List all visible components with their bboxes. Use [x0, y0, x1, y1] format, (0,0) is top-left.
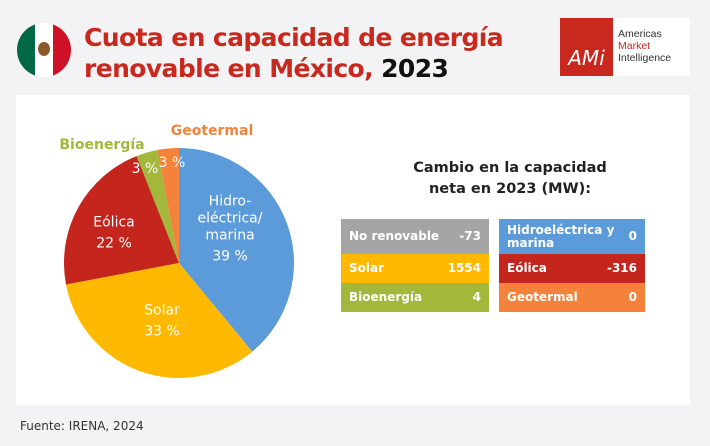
pie-outer-label-3: Bioenergía [59, 137, 144, 153]
table-row-hidroelectrica: Hidroeléctrica y marina 0 [499, 219, 645, 254]
table-row-solar: Solar 1554 [341, 254, 489, 283]
pie-label-0: Hidro-eléctrica/marina 39 % [198, 194, 263, 265]
pie-label-3: 3 % [132, 161, 159, 177]
ami-logo: AMi Americas Market Intelligence [560, 18, 690, 76]
source-note: Fuente: IRENA, 2024 [20, 419, 144, 433]
pie-slice-0 [179, 148, 295, 352]
mexico-flag-icon [17, 23, 71, 77]
table-right: Hidroeléctrica y marina 0 Eólica -316 Geot… [499, 219, 645, 312]
page-title: Cuota en capacidad de energía renovable … [84, 23, 504, 83]
table-row-eolica: Eólica -316 [499, 254, 645, 283]
pie-slice-3 [136, 150, 179, 263]
pie-slice-2 [63, 156, 179, 285]
table-left: No renovable -73 Solar 1554 Bioenergía 4 [341, 219, 489, 312]
pie-slice-1 [66, 263, 253, 378]
pie-label-1: Solar 33 % [144, 303, 180, 340]
pie-label-4: 3 % [159, 155, 186, 171]
pie-outer-label-4: Geotermal [171, 123, 254, 139]
pie-slice-4 [157, 148, 179, 263]
table-row-no-renovable: No renovable -73 [341, 219, 489, 254]
pie-label-2: Eólica 22 % [93, 215, 134, 252]
table-title: Cambio en la capacidad neta en 2023 (MW): [413, 160, 607, 197]
table-row-bioenergia: Bioenergía 4 [341, 283, 489, 312]
table-row-geotermal: Geotermal 0 [499, 283, 645, 312]
